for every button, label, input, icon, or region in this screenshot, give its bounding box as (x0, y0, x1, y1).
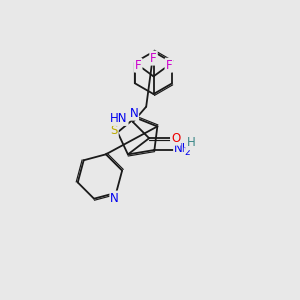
Text: H: H (187, 136, 195, 149)
Text: N: N (129, 107, 138, 120)
Text: NH: NH (174, 142, 192, 155)
Text: N: N (110, 191, 119, 205)
Text: O: O (171, 132, 180, 145)
Text: F: F (150, 52, 157, 64)
Text: S: S (110, 124, 118, 137)
Text: 2: 2 (184, 148, 190, 157)
Text: F: F (135, 59, 142, 72)
Text: F: F (166, 59, 172, 72)
Text: HN: HN (110, 112, 128, 125)
